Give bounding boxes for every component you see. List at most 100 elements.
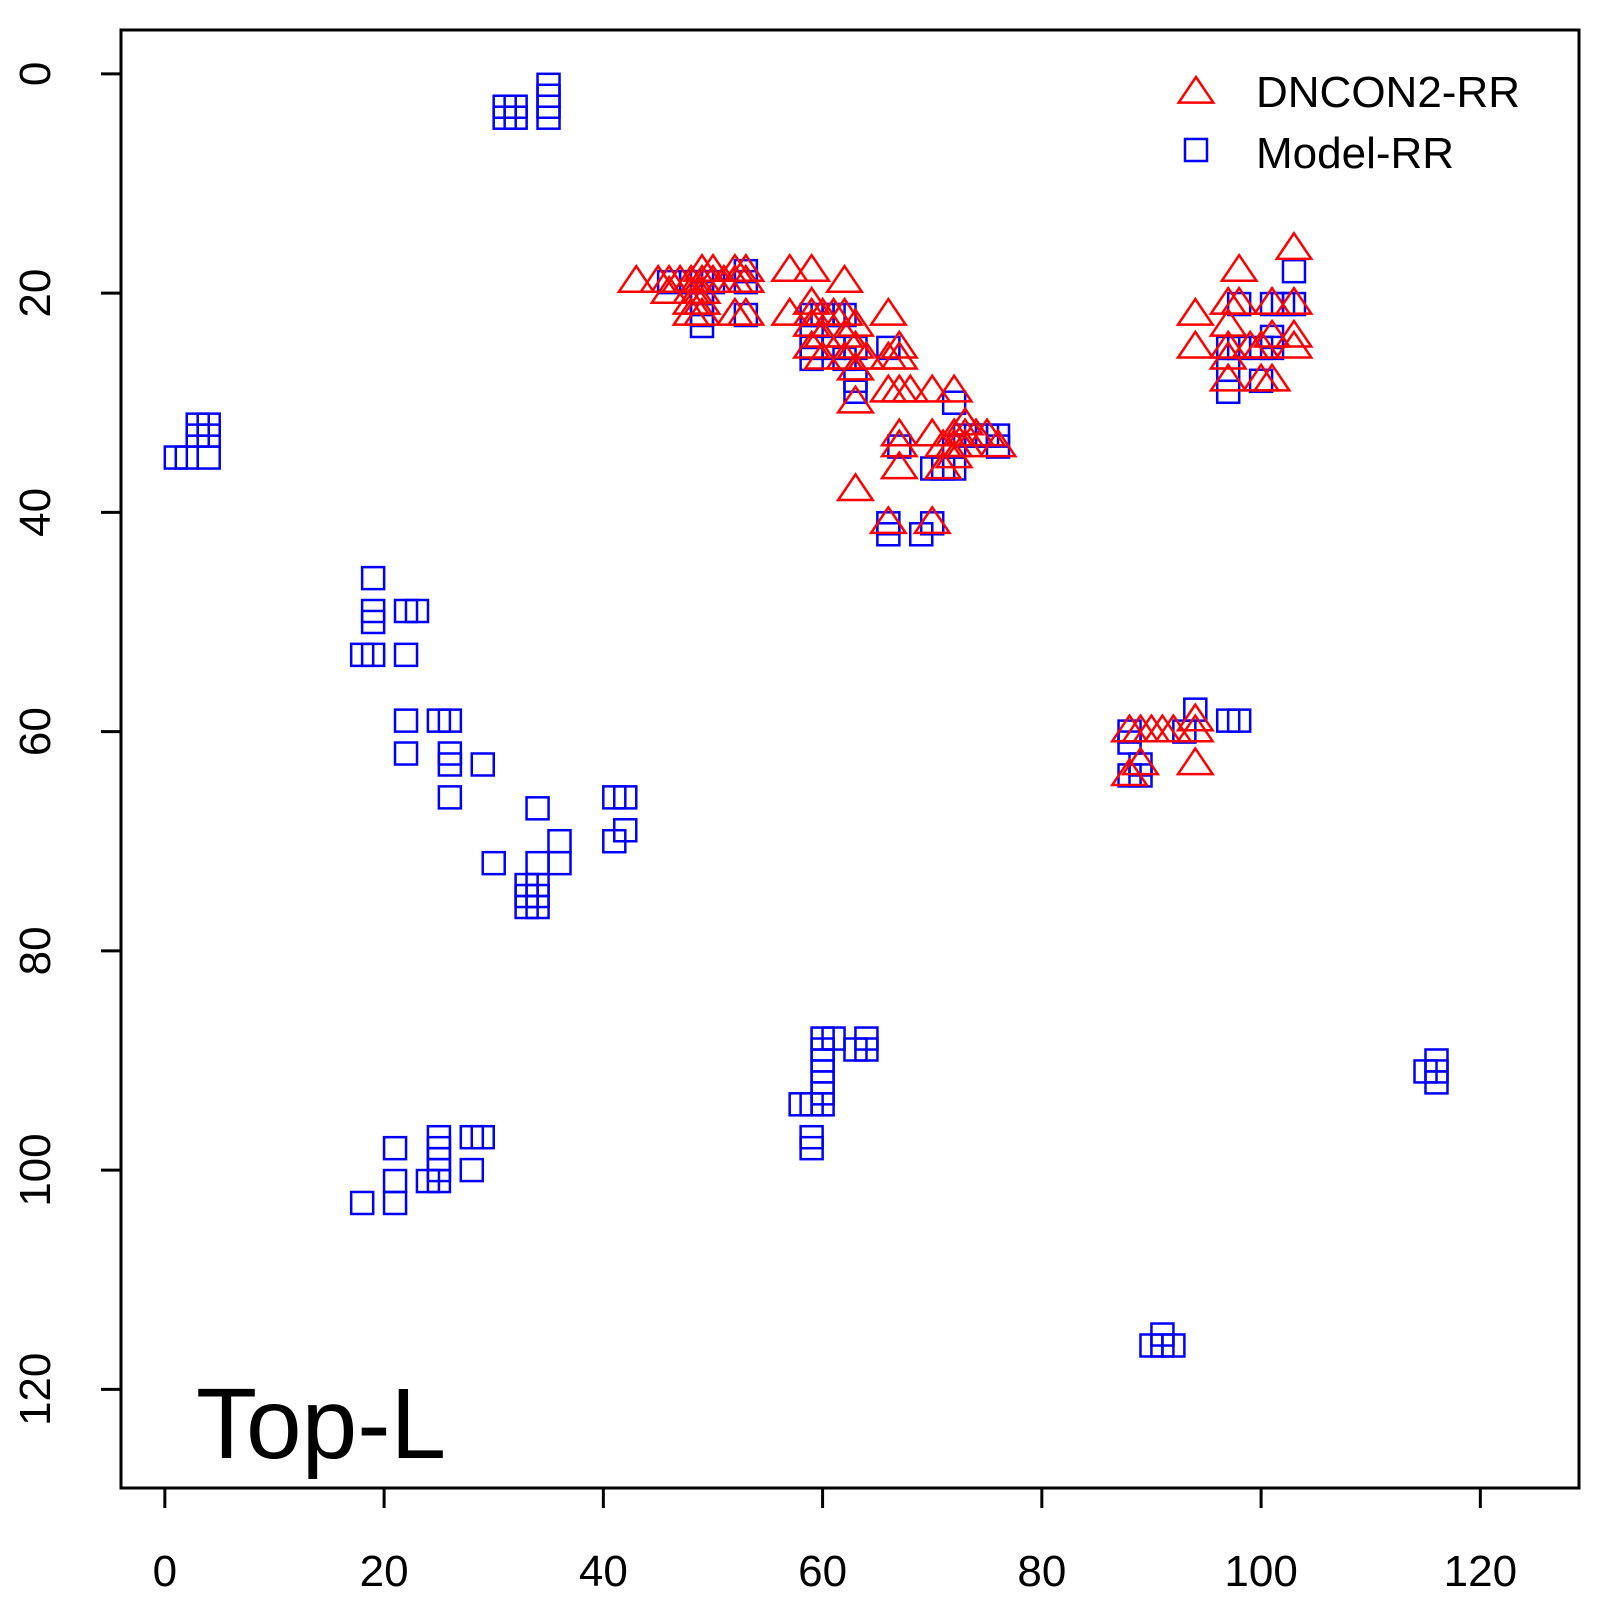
dncon2-rr-point	[726, 296, 766, 326]
model-rr-point	[481, 850, 506, 876]
model-rr-point	[470, 752, 496, 777]
model-rr-point	[525, 894, 550, 920]
dncon2-rr-point	[616, 263, 656, 293]
dncon2-rr-point	[934, 439, 974, 469]
dncon2-rr-point	[1175, 702, 1215, 732]
dncon2-rr-point	[868, 505, 909, 535]
model-rr-point	[536, 105, 561, 130]
model-rr-point	[1139, 1333, 1164, 1358]
model-rr-point	[503, 105, 528, 130]
dncon2-rr-point	[1175, 296, 1215, 326]
dncon2-rr-point	[1252, 318, 1292, 348]
legend-label-dncon2-rr: DNCON2-RR	[1256, 68, 1520, 117]
x-axis: 0 20 40 60 80 100 120	[153, 1486, 1517, 1596]
dncon2-rr-point	[770, 296, 810, 326]
dncon2-rr-point	[726, 263, 766, 293]
y-tick-label: 20	[11, 269, 60, 318]
model-rr-point	[613, 785, 638, 810]
dncon2-rr-point	[1208, 340, 1248, 370]
y-tick-label: 80	[11, 926, 60, 975]
dncon2-rr-point	[879, 428, 919, 458]
model-rr-point	[349, 1190, 375, 1216]
dncon2-rr-point	[835, 351, 876, 381]
dncon2-rr-point	[649, 274, 689, 304]
model-rr-point	[437, 785, 463, 810]
model-rr-point	[525, 850, 550, 876]
model-rr-point	[393, 708, 419, 733]
dncon2-rr-point	[879, 329, 919, 359]
x-tick-label: 60	[798, 1547, 847, 1596]
dncon2-rr-point	[835, 307, 876, 337]
dncon2-rr-point	[1274, 285, 1314, 315]
model-rr-point	[1183, 697, 1208, 722]
dncon2-rr-point	[1208, 362, 1248, 392]
model-rr-point	[360, 609, 386, 635]
dncon2-rr-point	[835, 384, 876, 414]
y-tick-label: 120	[11, 1353, 60, 1426]
model-rr-point	[459, 1157, 485, 1183]
model-rr-point	[810, 1081, 835, 1106]
dncon2-rr-point	[770, 252, 810, 283]
dncon2-rr-point	[802, 340, 843, 370]
x-tick-label: 0	[153, 1547, 177, 1596]
y-tick-label: 40	[11, 488, 60, 537]
dncon2-rr-point	[1274, 231, 1314, 261]
model-rr-point	[382, 1168, 408, 1194]
y-axis: 0 20 40 60 80 100 120	[11, 62, 123, 1426]
dncon2-rr-point	[682, 274, 722, 304]
model-rr-point	[1215, 379, 1241, 405]
model-rr-point	[437, 708, 463, 733]
legend-triangle-icon	[1176, 74, 1216, 104]
dncon2-rr-point	[912, 505, 952, 535]
model-rr-point	[196, 445, 221, 470]
model-rr-point	[1128, 763, 1153, 788]
dncon2-rr-point	[945, 428, 985, 458]
dncon2-rr-point	[1175, 329, 1215, 359]
model-rr-point	[941, 456, 967, 481]
model-rr-point	[613, 818, 638, 843]
dncon2-rr-point	[1175, 746, 1215, 776]
model-rr-point	[941, 390, 967, 415]
dncon2-rr-point	[1241, 329, 1281, 359]
model-rr-point	[547, 828, 572, 854]
dncon2-rr-point	[868, 296, 909, 326]
model-rr-point	[547, 850, 572, 876]
x-tick-label: 80	[1017, 1547, 1066, 1596]
model-rr-point	[393, 642, 419, 668]
dncon2-rr-point	[1274, 318, 1314, 348]
dncon2-rr-point	[912, 373, 952, 403]
dncon2-rr-point	[682, 296, 722, 326]
model-rr-point	[470, 1124, 496, 1150]
dncon2-rr-point	[835, 472, 876, 502]
dncon2-rr-point	[1252, 285, 1292, 315]
dncon2-rr-point	[879, 417, 919, 447]
model-rr-point	[799, 1135, 824, 1161]
legend-marker-model-rr	[1183, 137, 1209, 163]
model-rr-point	[426, 1168, 452, 1194]
dncon2-rr-point	[879, 340, 919, 370]
dncon2-rr-point	[726, 252, 766, 283]
plot-frame	[119, 28, 1581, 1490]
data-points	[163, 72, 1449, 1358]
dncon2-rr-point	[1208, 329, 1248, 359]
dncon2-rr-point	[890, 373, 930, 403]
dncon2-rr-point	[802, 318, 843, 348]
dncon2-rr-point	[934, 373, 974, 403]
x-tick-label: 20	[360, 1547, 409, 1596]
model-rr-point	[393, 741, 419, 766]
model-rr-point	[382, 1135, 408, 1161]
dncon2-rr-point	[1274, 329, 1314, 359]
model-rr-point	[404, 598, 430, 624]
dncon2-rr-point	[1219, 285, 1259, 315]
x-tick-label: 120	[1444, 1547, 1517, 1596]
dncon2-rr-point	[824, 263, 865, 293]
model-rr-point	[360, 642, 386, 668]
y-tick-label: 0	[11, 62, 60, 86]
dncon2-rr-point	[1175, 713, 1215, 743]
model-rr-point	[525, 796, 550, 821]
model-rr-point	[1281, 258, 1307, 284]
y-tick-label: 100	[11, 1133, 60, 1206]
dncon2-rr-point	[1153, 713, 1194, 743]
dncon2-rr-point	[879, 450, 919, 480]
dncon2-rr-point	[1120, 746, 1161, 776]
